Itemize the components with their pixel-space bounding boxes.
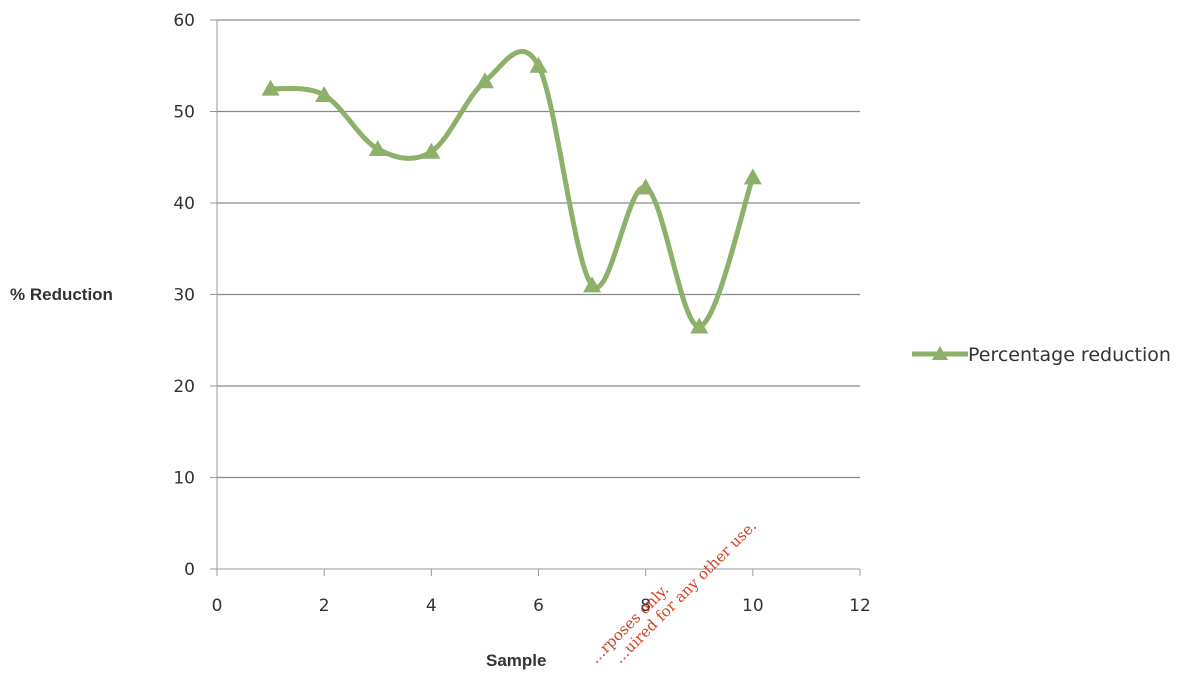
x-tick-label: 12	[849, 596, 871, 616]
data-point-3	[368, 140, 387, 157]
series-line-0	[268, 49, 756, 330]
data-point-4	[422, 142, 441, 159]
y-axis-title: % Reduction	[10, 285, 113, 304]
legend-label: Percentage reduction	[968, 344, 1171, 366]
y-tick-label: 50	[173, 103, 195, 123]
data-point-1	[261, 79, 280, 96]
x-tick-label: 4	[426, 596, 437, 616]
x-tick-label: 8	[640, 596, 651, 616]
watermark: ...rposes only. ...uired for any other u…	[586, 517, 760, 667]
legend-marker	[932, 346, 948, 360]
y-tick-label: 30	[173, 286, 195, 306]
data-point-5	[475, 72, 494, 89]
tick-labels: 0 10 20 30 40 50 60 0 2 4 6 8 10 12	[173, 11, 870, 616]
watermark-line-2: ...uired for any other use.	[610, 517, 760, 667]
x-axis-title: Sample	[486, 651, 546, 670]
gridlines	[217, 19, 860, 479]
x-tick-label: 6	[533, 596, 544, 616]
y-tick-label: 60	[173, 11, 195, 31]
x-tick-label: 2	[319, 596, 330, 616]
y-tick-label: 0	[184, 560, 195, 580]
y-tick-label: 10	[173, 469, 195, 489]
data-point-8	[636, 178, 655, 195]
x-tick-label: 0	[212, 596, 223, 616]
data-point-2	[315, 86, 334, 103]
axes	[210, 19, 861, 576]
y-tick-label: 20	[173, 377, 195, 397]
data-point-6	[529, 56, 548, 73]
data-point-7	[583, 276, 602, 293]
y-tick-label: 40	[173, 194, 195, 214]
x-tick-label: 10	[742, 596, 764, 616]
series-layer	[261, 49, 762, 334]
data-point-10	[743, 168, 762, 185]
data-point-9	[690, 317, 709, 334]
legend: Percentage reduction	[912, 344, 1171, 366]
